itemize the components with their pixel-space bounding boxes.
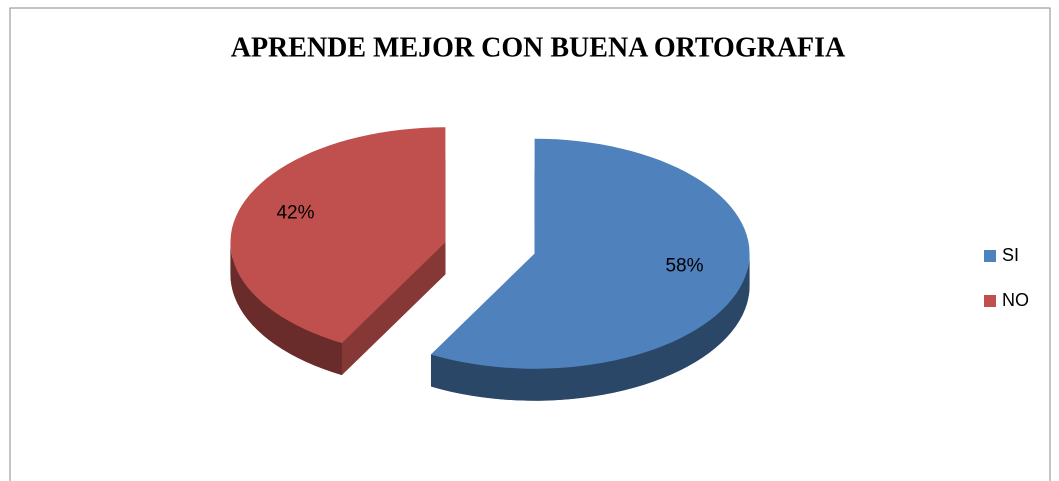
chart-frame <box>9 7 1051 481</box>
chart-title: APRENDE MEJOR CON BUENA ORTOGRAFIA <box>231 32 846 63</box>
pie-slice-group <box>430 138 750 401</box>
pie-slice-group <box>230 127 446 376</box>
legend-label: NO <box>1002 290 1029 310</box>
data-label: 42% <box>276 203 314 224</box>
legend-swatch <box>984 250 996 262</box>
pie-slice <box>230 127 446 344</box>
legend-swatch <box>984 295 996 307</box>
slice-wall <box>431 253 750 401</box>
data-label: 58% <box>665 255 703 276</box>
legend-label: SI <box>1002 245 1019 265</box>
slice-side <box>341 242 446 376</box>
slice-wall <box>230 242 342 376</box>
pie-slice <box>431 138 750 369</box>
